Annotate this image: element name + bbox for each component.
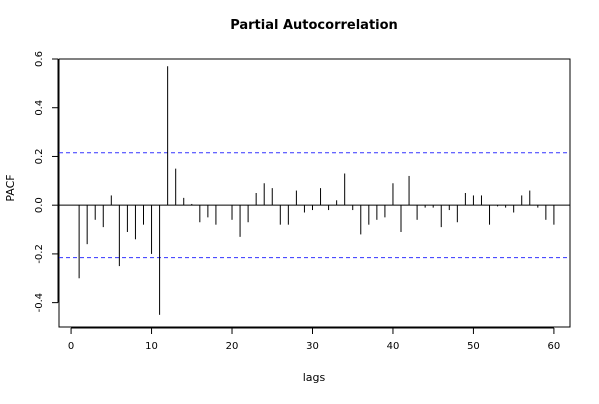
y-axis: -0.4 -0.2 0.0 0.2 0.4 0.6 — [34, 51, 59, 313]
x-tick-label: 60 — [548, 341, 561, 352]
x-tick-label: 40 — [387, 341, 400, 352]
x-axis: 0 10 20 30 40 50 60 — [68, 327, 561, 352]
confidence-bands — [59, 152, 570, 259]
pacf-bars — [59, 66, 570, 315]
x-axis-label: lags — [303, 371, 326, 384]
x-tick-label: 10 — [145, 341, 158, 352]
y-tick-label: 0.6 — [34, 51, 45, 67]
x-tick-label: 0 — [68, 341, 74, 352]
y-tick-label: 0.0 — [34, 197, 45, 213]
x-tick-label: 50 — [467, 341, 480, 352]
y-axis-label: PACF — [4, 174, 17, 201]
y-tick-label: -0.2 — [34, 244, 45, 264]
plot-frame — [58, 58, 571, 328]
y-tick-label: 0.2 — [34, 149, 45, 165]
chart-title: Partial Autocorrelation — [230, 18, 398, 33]
y-tick-label: 0.4 — [34, 100, 45, 116]
y-tick-label: -0.4 — [34, 293, 45, 313]
x-tick-label: 20 — [226, 341, 239, 352]
x-tick-label: 30 — [306, 341, 319, 352]
